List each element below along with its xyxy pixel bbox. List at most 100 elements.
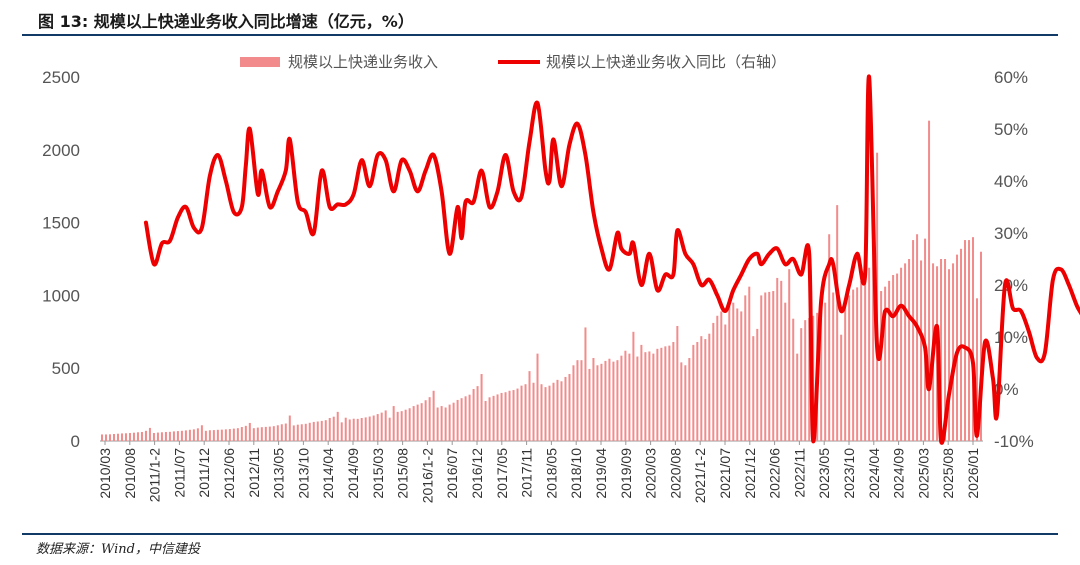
revenue-bar — [392, 406, 395, 441]
revenue-bar — [428, 397, 431, 441]
revenue-bar — [424, 400, 427, 441]
source-note: 数据来源：Wind，中信建投 — [36, 542, 200, 557]
revenue-bar — [912, 240, 915, 441]
revenue-bar — [236, 428, 239, 441]
revenue-bar — [828, 234, 831, 441]
revenue-bar — [504, 392, 507, 441]
revenue-bar — [212, 430, 215, 441]
revenue-bar — [400, 411, 403, 441]
revenue-bar — [480, 374, 483, 441]
left-y-tick: 2000 — [42, 141, 80, 160]
revenue-bar — [872, 231, 875, 441]
revenue-bar — [456, 399, 459, 441]
revenue-bar — [696, 341, 699, 441]
revenue-bar — [520, 385, 523, 441]
left-y-tick: 1000 — [42, 286, 80, 305]
x-tick-label: 2016/07 — [444, 448, 460, 499]
revenue-bar — [976, 298, 979, 441]
revenue-bar — [304, 423, 307, 441]
revenue-bar — [740, 311, 743, 441]
revenue-bar — [404, 409, 407, 441]
revenue-bar — [180, 430, 183, 441]
x-tick-label: 2021/12 — [742, 448, 758, 499]
revenue-bar — [224, 429, 227, 441]
revenue-bar — [660, 347, 663, 441]
revenue-bar — [232, 428, 235, 441]
revenue-bar — [496, 394, 499, 441]
revenue-bar — [620, 355, 623, 441]
revenue-bar — [452, 402, 455, 441]
revenue-bar — [488, 397, 491, 441]
revenue-bar — [216, 429, 219, 441]
revenue-bar — [288, 415, 291, 441]
revenue-bar — [640, 344, 643, 441]
revenue-bar — [388, 417, 391, 441]
revenue-bar — [612, 361, 615, 441]
bar-series — [101, 120, 982, 442]
revenue-bar — [484, 400, 487, 441]
revenue-bar — [792, 318, 795, 441]
x-tick-label: 2011/12 — [196, 448, 212, 498]
revenue-bar — [576, 360, 579, 441]
revenue-bar — [432, 390, 435, 441]
revenue-bar — [416, 404, 419, 441]
revenue-bar — [572, 365, 575, 441]
revenue-bar — [344, 417, 347, 441]
revenue-bar — [796, 353, 799, 441]
revenue-bar — [684, 365, 687, 441]
revenue-bar — [140, 431, 143, 441]
revenue-bar — [728, 301, 731, 441]
revenue-bar — [348, 419, 351, 441]
revenue-bar — [280, 424, 283, 441]
revenue-bar — [500, 392, 503, 441]
revenue-bar — [420, 403, 423, 441]
revenue-bar — [972, 237, 975, 441]
revenue-bar — [600, 363, 603, 441]
revenue-bar — [248, 422, 251, 441]
revenue-bar — [380, 412, 383, 441]
revenue-bar — [112, 434, 115, 441]
revenue-bar — [756, 328, 759, 441]
x-tick-label: 2022/06 — [767, 448, 783, 499]
revenue-bar — [540, 384, 543, 441]
revenue-bar — [616, 360, 619, 441]
right-y-tick: 60% — [994, 68, 1028, 87]
x-tick-label: 2021/1-2 — [692, 448, 708, 503]
x-tick-label: 2026/01 — [965, 448, 981, 499]
revenue-bar — [888, 280, 891, 441]
revenue-bar — [228, 429, 231, 441]
revenue-bar — [720, 311, 723, 441]
revenue-bar — [116, 433, 119, 441]
revenue-bar — [472, 389, 475, 441]
revenue-bar — [624, 350, 627, 441]
revenue-bar — [384, 410, 387, 441]
revenue-bar — [608, 358, 611, 441]
revenue-bar — [128, 432, 131, 441]
revenue-bar — [564, 376, 567, 441]
revenue-bar — [964, 240, 967, 441]
revenue-bar — [440, 406, 443, 441]
right-y-tick: 50% — [994, 120, 1028, 139]
revenue-bar — [700, 336, 703, 441]
revenue-bar — [408, 408, 411, 441]
revenue-bar — [692, 344, 695, 441]
revenue-bar — [904, 263, 907, 441]
revenue-bar — [524, 384, 527, 441]
x-tick-label: 2022/11 — [791, 448, 807, 498]
revenue-bar — [760, 295, 763, 441]
revenue-bar — [808, 317, 811, 441]
revenue-bar — [268, 426, 271, 441]
revenue-bar — [712, 322, 715, 441]
chart-title: 图 13: 规模以上快递业务收入同比增速（亿元，%） — [38, 12, 414, 31]
revenue-bar — [192, 429, 195, 441]
x-tick-label: 2018/05 — [543, 448, 559, 499]
revenue-bar — [548, 385, 551, 441]
revenue-bar — [800, 328, 803, 441]
x-tick-label: 2012/06 — [221, 448, 237, 499]
legend: 规模以上快递业务收入 规模以上快递业务收入同比（右轴） — [240, 53, 786, 71]
x-tick-label: 2025/03 — [915, 448, 931, 499]
revenue-bar — [292, 425, 295, 441]
legend-swatch-bar — [240, 57, 280, 67]
revenue-bar — [536, 353, 539, 441]
yoy-growth-line — [143, 74, 1080, 445]
